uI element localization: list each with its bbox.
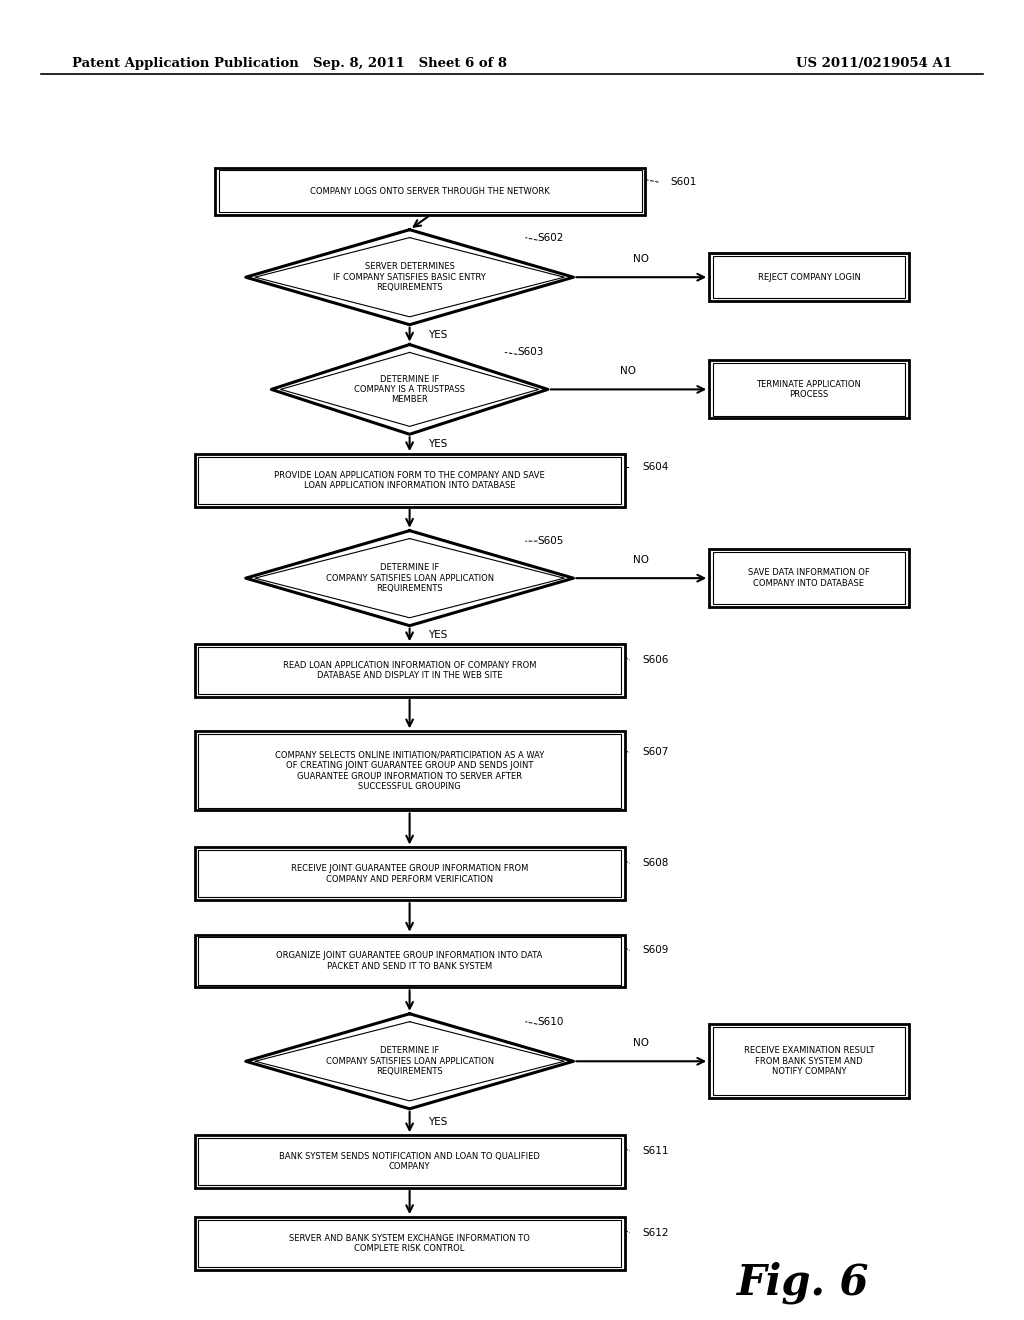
FancyBboxPatch shape	[713, 552, 905, 605]
Text: NO: NO	[633, 1038, 649, 1048]
Text: TERMINATE APPLICATION
PROCESS: TERMINATE APPLICATION PROCESS	[757, 380, 861, 399]
Text: S602: S602	[538, 232, 564, 243]
Text: BANK SYSTEM SENDS NOTIFICATION AND LOAN TO QUALIFIED
COMPANY: BANK SYSTEM SENDS NOTIFICATION AND LOAN …	[280, 1152, 540, 1171]
FancyBboxPatch shape	[709, 360, 909, 418]
Text: SAVE DATA INFORMATION OF
COMPANY INTO DATABASE: SAVE DATA INFORMATION OF COMPANY INTO DA…	[749, 569, 869, 587]
Text: COMPANY LOGS ONTO SERVER THROUGH THE NETWORK: COMPANY LOGS ONTO SERVER THROUGH THE NET…	[310, 187, 550, 195]
Text: DETERMINE IF
COMPANY SATISFIES LOAN APPLICATION
REQUIREMENTS: DETERMINE IF COMPANY SATISFIES LOAN APPL…	[326, 564, 494, 593]
Text: Sep. 8, 2011   Sheet 6 of 8: Sep. 8, 2011 Sheet 6 of 8	[312, 57, 507, 70]
Text: YES: YES	[428, 440, 447, 449]
Text: COMPANY SELECTS ONLINE INITIATION/PARTICIPATION AS A WAY
OF CREATING JOINT GUARA: COMPANY SELECTS ONLINE INITIATION/PARTIC…	[275, 751, 544, 791]
FancyBboxPatch shape	[713, 363, 905, 416]
FancyBboxPatch shape	[195, 1135, 625, 1188]
Text: S603: S603	[517, 347, 544, 358]
Text: RECEIVE JOINT GUARANTEE GROUP INFORMATION FROM
COMPANY AND PERFORM VERIFICATION: RECEIVE JOINT GUARANTEE GROUP INFORMATIO…	[291, 865, 528, 883]
Text: NO: NO	[633, 253, 649, 264]
Text: S608: S608	[642, 858, 669, 869]
Text: S612: S612	[642, 1228, 669, 1238]
Text: YES: YES	[428, 330, 447, 339]
Text: S606: S606	[642, 655, 669, 665]
FancyBboxPatch shape	[709, 1024, 909, 1098]
FancyBboxPatch shape	[199, 850, 621, 898]
Text: NO: NO	[633, 554, 649, 565]
FancyBboxPatch shape	[713, 1027, 905, 1096]
FancyBboxPatch shape	[195, 1217, 625, 1270]
Text: S607: S607	[642, 747, 669, 758]
FancyBboxPatch shape	[195, 935, 625, 987]
Text: Fig. 6: Fig. 6	[737, 1262, 869, 1304]
FancyBboxPatch shape	[199, 1220, 621, 1267]
Text: S609: S609	[642, 945, 669, 956]
FancyBboxPatch shape	[199, 937, 621, 985]
Text: SERVER DETERMINES
IF COMPANY SATISFIES BASIC ENTRY
REQUIREMENTS: SERVER DETERMINES IF COMPANY SATISFIES B…	[333, 263, 486, 292]
FancyBboxPatch shape	[709, 549, 909, 607]
Text: DETERMINE IF
COMPANY IS A TRUSTPASS
MEMBER: DETERMINE IF COMPANY IS A TRUSTPASS MEMB…	[354, 375, 465, 404]
Text: DETERMINE IF
COMPANY SATISFIES LOAN APPLICATION
REQUIREMENTS: DETERMINE IF COMPANY SATISFIES LOAN APPL…	[326, 1047, 494, 1076]
Text: SERVER AND BANK SYSTEM EXCHANGE INFORMATION TO
COMPLETE RISK CONTROL: SERVER AND BANK SYSTEM EXCHANGE INFORMAT…	[289, 1234, 530, 1253]
Text: US 2011/0219054 A1: US 2011/0219054 A1	[797, 57, 952, 70]
Text: ORGANIZE JOINT GUARANTEE GROUP INFORMATION INTO DATA
PACKET AND SEND IT TO BANK : ORGANIZE JOINT GUARANTEE GROUP INFORMATI…	[276, 952, 543, 970]
Text: READ LOAN APPLICATION INFORMATION OF COMPANY FROM
DATABASE AND DISPLAY IT IN THE: READ LOAN APPLICATION INFORMATION OF COM…	[283, 661, 537, 680]
Text: REJECT COMPANY LOGIN: REJECT COMPANY LOGIN	[758, 273, 860, 281]
Text: S610: S610	[538, 1016, 564, 1027]
Text: YES: YES	[428, 630, 447, 640]
FancyBboxPatch shape	[215, 168, 645, 215]
FancyBboxPatch shape	[199, 457, 621, 504]
FancyBboxPatch shape	[199, 1138, 621, 1185]
Text: RECEIVE EXAMINATION RESULT
FROM BANK SYSTEM AND
NOTIFY COMPANY: RECEIVE EXAMINATION RESULT FROM BANK SYS…	[743, 1047, 874, 1076]
Text: Patent Application Publication: Patent Application Publication	[72, 57, 298, 70]
FancyBboxPatch shape	[199, 647, 621, 694]
FancyBboxPatch shape	[195, 731, 625, 810]
FancyBboxPatch shape	[713, 256, 905, 298]
FancyBboxPatch shape	[219, 170, 641, 213]
Text: S605: S605	[538, 536, 564, 546]
FancyBboxPatch shape	[195, 454, 625, 507]
Text: YES: YES	[428, 1117, 447, 1127]
Text: PROVIDE LOAN APPLICATION FORM TO THE COMPANY AND SAVE
LOAN APPLICATION INFORMATI: PROVIDE LOAN APPLICATION FORM TO THE COM…	[274, 471, 545, 490]
FancyBboxPatch shape	[709, 253, 909, 301]
FancyBboxPatch shape	[199, 734, 621, 808]
Text: NO: NO	[621, 366, 637, 376]
Text: S604: S604	[642, 462, 669, 473]
Text: S601: S601	[671, 177, 697, 187]
FancyBboxPatch shape	[195, 847, 625, 900]
Text: S611: S611	[642, 1146, 669, 1156]
FancyBboxPatch shape	[195, 644, 625, 697]
